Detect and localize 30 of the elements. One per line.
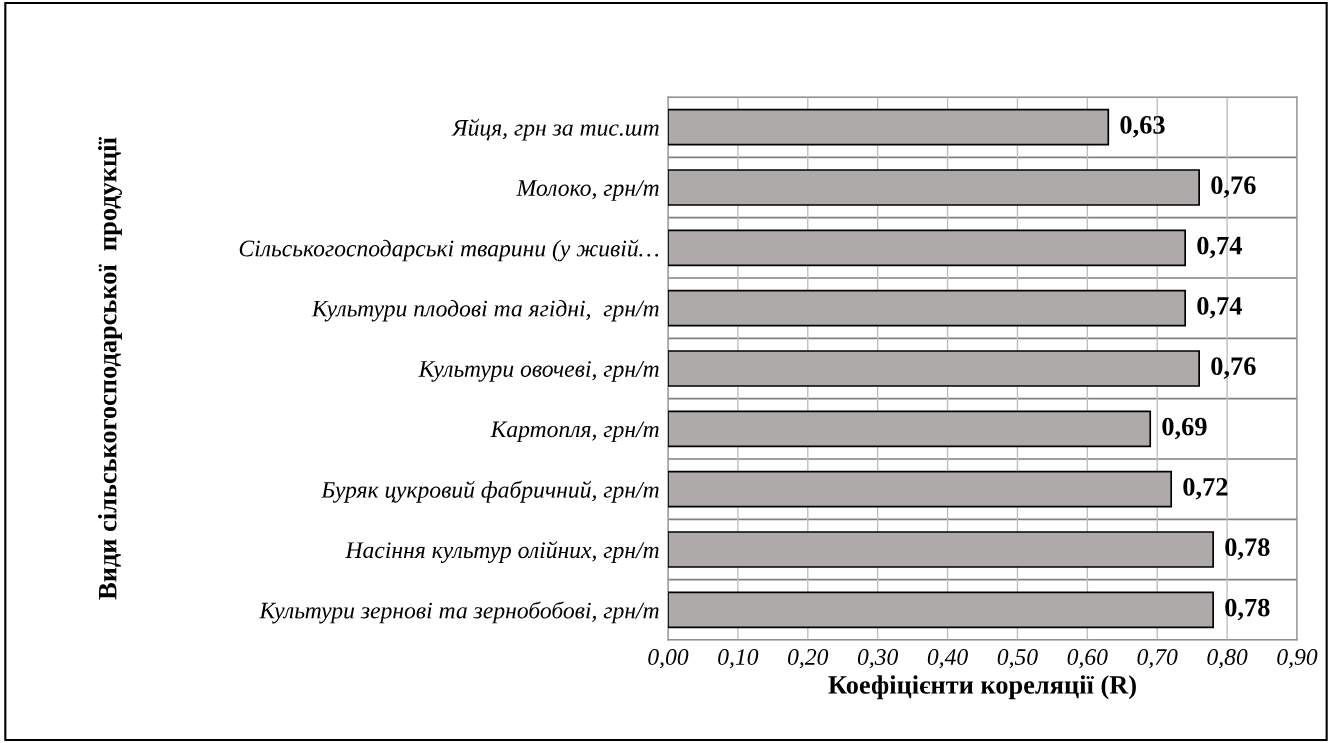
y-tick-label: Буряк цукровий фабричний, грн/т — [321, 480, 659, 503]
data-label: 0,74 — [1197, 296, 1242, 319]
x-tick-label: 0,70 — [1137, 649, 1178, 669]
x-tick-label: 0,20 — [788, 649, 829, 669]
data-label: 0,76 — [1211, 176, 1256, 198]
data-label: 0,78 — [1225, 538, 1270, 560]
data-label: 0,74 — [1197, 236, 1242, 259]
y-tick-label: Культури плодові та ягідні, грн/т — [311, 299, 659, 322]
data-label: 0,76 — [1211, 357, 1256, 379]
x-tick-label: 0,80 — [1207, 649, 1248, 669]
x-tick-label: 0,50 — [997, 649, 1038, 669]
data-label: 0,78 — [1225, 598, 1270, 621]
y-axis-title: Види сільськогосподарської продукції — [98, 137, 122, 600]
y-tick-label: Картопля, грн/т — [490, 421, 659, 443]
data-label: 0,69 — [1162, 417, 1207, 440]
x-tick-label: 0,00 — [648, 649, 689, 669]
x-tick-label: 0,60 — [1067, 649, 1108, 669]
x-tick-label: 0,10 — [718, 649, 759, 669]
y-tick-label: Культури зернові та зернобобові, грн/т — [259, 601, 659, 624]
y-tick-label: Молоко, грн/т — [516, 180, 659, 201]
y-tick-label: Яйця, грн за тис.шт — [451, 118, 659, 141]
x-tick-label: 0,40 — [927, 649, 968, 669]
x-axis-title: Коефіцієнти кореляції (R) — [828, 675, 1136, 700]
data-label: 0,63 — [1120, 115, 1165, 138]
data-label: 0,72 — [1183, 477, 1228, 500]
x-tick-label: 0,90 — [1277, 649, 1318, 669]
y-tick-label: Культури овочеві, грн/т — [418, 361, 659, 382]
y-tick-label: Насіння культур олійних, грн/т — [345, 541, 659, 563]
y-tick-label: Сільськогосподарські тварини (у живій… — [239, 239, 659, 262]
x-tick-label: 0,30 — [857, 649, 899, 669]
